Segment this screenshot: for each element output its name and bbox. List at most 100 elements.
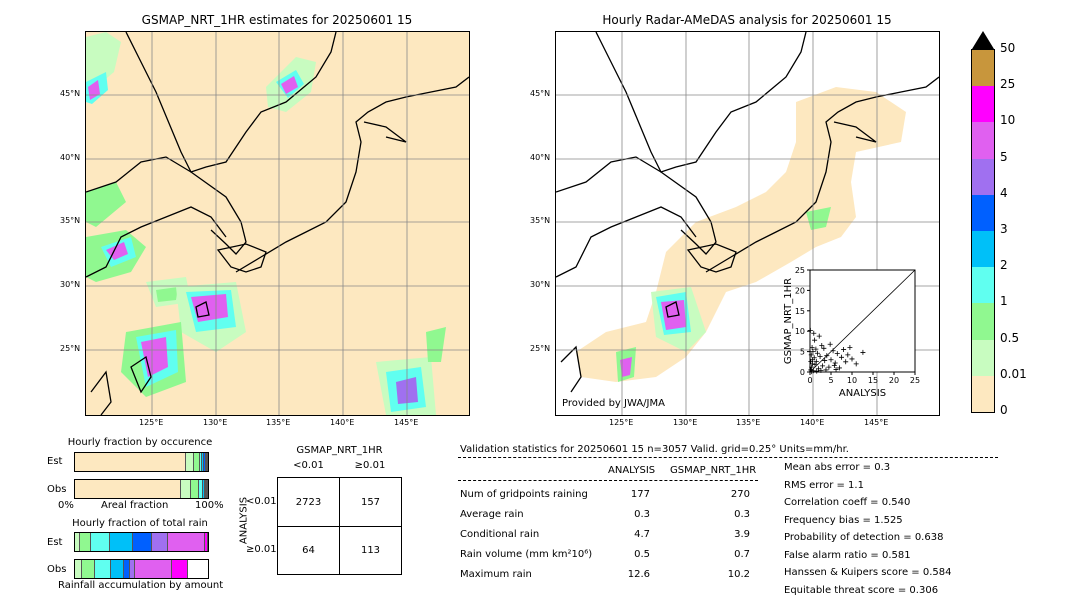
contingency-col-lt: <0.01 [293, 460, 324, 471]
stacked-bar-segment [205, 453, 207, 471]
colorbar-segment [972, 303, 994, 341]
right-lat-label-45: 45°N [530, 89, 551, 98]
scatter-point [819, 342, 825, 348]
stacked-bar-segment [75, 453, 187, 471]
stacked-bar-segment [81, 560, 95, 578]
scatter-y-tick-label: 5 [800, 348, 805, 357]
scatter-point [853, 361, 859, 367]
stacked-bar-segment [180, 480, 192, 498]
scatter-point [860, 349, 866, 355]
contingency-col-ge: ≥0.01 [354, 460, 386, 471]
scatter-point [812, 337, 818, 343]
validation-score: False alarm ratio = 0.581 [784, 549, 911, 561]
total-rain-est-label: Est [47, 537, 63, 548]
contingency-cell-hit: 113 [339, 526, 402, 575]
scatter-x-tick-label: 10 [847, 376, 857, 385]
left-lat-label-25: 25°N [60, 344, 81, 353]
validation-col-rule [458, 480, 758, 481]
colorbar-segment [972, 339, 994, 377]
colorbar-bar [971, 49, 995, 413]
scatter-point [839, 354, 844, 360]
left-map-panel [85, 31, 470, 416]
validation-score: Mean abs error = 0.3 [784, 462, 891, 473]
right-lat-label-40: 40°N [530, 153, 551, 162]
scatter-point [813, 358, 819, 364]
colorbar-segment [972, 86, 994, 124]
scatter-x-tick-label: 0 [807, 376, 812, 385]
left-lon-label-130: 130°E [203, 418, 228, 427]
stacked-bar-segment [94, 560, 111, 578]
scatter-point [845, 352, 851, 358]
colorbar-tick-label: 50 [1000, 41, 1016, 55]
scatter-point [812, 362, 818, 368]
colorbar-tick-label: 3 [1000, 222, 1008, 236]
stacked-bar-segment [206, 480, 208, 498]
stacked-bar-segment [75, 560, 82, 578]
stacked-bar-segment [75, 480, 181, 498]
scatter-point [833, 367, 839, 373]
validation-header-rule [458, 457, 998, 458]
validation-score: Equitable threat score = 0.306 [784, 584, 939, 596]
scatter-point [826, 364, 832, 370]
scatter-point [808, 352, 814, 358]
left-lon-label-145: 145°E [394, 418, 419, 427]
scatter-point [820, 363, 826, 369]
colorbar-tick-label: 10 [1000, 113, 1016, 128]
total-rain-x-label: Rainfall accumulation by amount [58, 580, 224, 591]
colorbar-segment [972, 50, 994, 88]
stacked-bar-segment [205, 480, 207, 498]
scatter-point [809, 345, 815, 351]
right-map-canvas [556, 32, 939, 415]
total-rain-obs-bar [74, 559, 209, 579]
right-lon-label-130: 130°E [673, 418, 698, 427]
right-lon-label-140: 140°E [800, 418, 825, 427]
stacked-bar-segment [172, 560, 188, 578]
left-lat-label-35: 35°N [60, 216, 81, 225]
validation-label: Maximum rain [460, 569, 532, 580]
stacked-bar-segment [186, 453, 195, 471]
occurrence-x-max: 100% [195, 500, 224, 511]
colorbar [971, 30, 995, 414]
scatter-point [827, 341, 833, 347]
scatter-y-tick-label: 25 [795, 266, 805, 275]
scatter-point [817, 353, 823, 359]
stacked-bar-segment [134, 560, 173, 578]
scatter-y-tick-label: 0 [800, 368, 805, 377]
scatter-point [847, 345, 853, 351]
stacked-bar-segment [152, 533, 169, 551]
validation-gsmap: 10.2 [727, 569, 750, 580]
radar-credit: Provided by JWA/JMA [562, 398, 665, 409]
stacked-bar-segment [80, 533, 91, 551]
contingency-cell-hit-none: 2723 [277, 477, 340, 527]
colorbar-tick-label: 0.5 [1000, 330, 1020, 345]
scatter-point [822, 358, 828, 364]
scatter-point [849, 356, 855, 362]
validation-header: Validation statistics for 20250601 15 n=… [460, 444, 849, 455]
left-graticule [86, 32, 469, 415]
scatter-point [843, 359, 849, 365]
validation-score: Hanssen & Kuipers score = 0.584 [784, 567, 952, 578]
stacked-bar-segment [194, 453, 200, 471]
validation-label: Conditional rain [460, 529, 540, 540]
validation-col-analysis: ANALYSIS [608, 465, 656, 476]
left-lat-label-40: 40°N [60, 153, 81, 162]
scatter-y-tick-label: 20 [795, 286, 805, 295]
scatter-point [823, 367, 829, 373]
validation-score: Probability of detection = 0.638 [784, 532, 944, 543]
colorbar-segment [972, 231, 994, 269]
right-lat-label-25: 25°N [530, 344, 551, 353]
scatter-point [809, 364, 815, 370]
scatter-point [811, 330, 817, 336]
stacked-bar-segment [205, 533, 208, 551]
occurrence-title: Hourly fraction by occurence [67, 437, 213, 448]
stacked-bar-segment [204, 453, 206, 471]
stacked-bar-segment [129, 560, 135, 578]
scatter-point [832, 360, 838, 366]
scatter-point [821, 345, 827, 351]
validation-gsmap: 0.3 [734, 509, 750, 520]
stacked-bar-segment [199, 480, 204, 498]
occurrence-x-label: Areal fraction [101, 500, 169, 511]
colorbar-segment [972, 158, 994, 196]
scatter-point [807, 327, 813, 333]
scatter-point [810, 349, 816, 355]
